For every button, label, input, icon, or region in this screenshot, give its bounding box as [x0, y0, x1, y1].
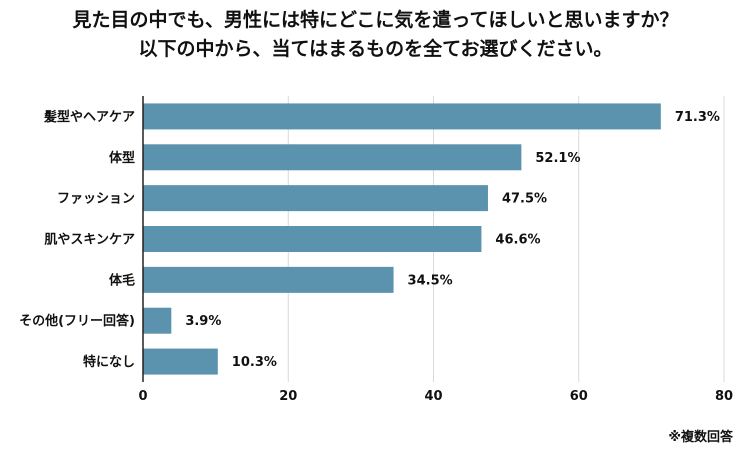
value-label-1: 52.1%: [535, 151, 580, 166]
bar-6: [143, 348, 218, 375]
bar-1: [143, 144, 522, 171]
x-tick-label-0: 0: [138, 389, 147, 404]
value-label-2: 47.5%: [502, 192, 547, 207]
category-label-4: 体毛: [109, 272, 135, 288]
x-tick-label-20: 20: [279, 389, 297, 404]
bar-0: [143, 103, 661, 130]
bar-4: [143, 266, 394, 293]
value-label-4: 34.5%: [408, 273, 453, 288]
bar-5: [143, 307, 172, 334]
chart-title-line-2: 以下の中から、当てはまるものを全てお選びください。: [138, 38, 613, 60]
category-label-1: 体型: [109, 150, 135, 166]
category-label-2: ファッション: [57, 192, 135, 207]
bar-2: [143, 185, 488, 212]
x-tick-label-60: 60: [570, 389, 588, 404]
value-label-3: 46.6%: [495, 233, 540, 248]
category-label-0: 髪型やヘアケア: [43, 109, 135, 125]
x-tick-label-80: 80: [715, 389, 733, 404]
category-label-3: 肌やスキンケア: [44, 233, 135, 248]
value-label-6: 10.3%: [232, 355, 277, 370]
chart-title-line-1: 見た目の中でも、男性には特にどこに気を遣ってほしいと思いますか？: [72, 9, 679, 31]
x-tick-label-40: 40: [424, 389, 442, 404]
multiple-answer-note: ※複数回答: [668, 430, 733, 445]
value-label-5: 3.9%: [185, 314, 221, 329]
category-label-6: 特になし: [83, 354, 135, 370]
bar-3: [143, 226, 482, 252]
value-label-0: 71.3%: [675, 110, 720, 125]
category-label-5: その他(フリー回答): [19, 313, 135, 329]
chart-title: 見た目の中でも、男性には特にどこに気を遣ってほしいと思いますか？ 以下の中から、…: [0, 6, 751, 64]
